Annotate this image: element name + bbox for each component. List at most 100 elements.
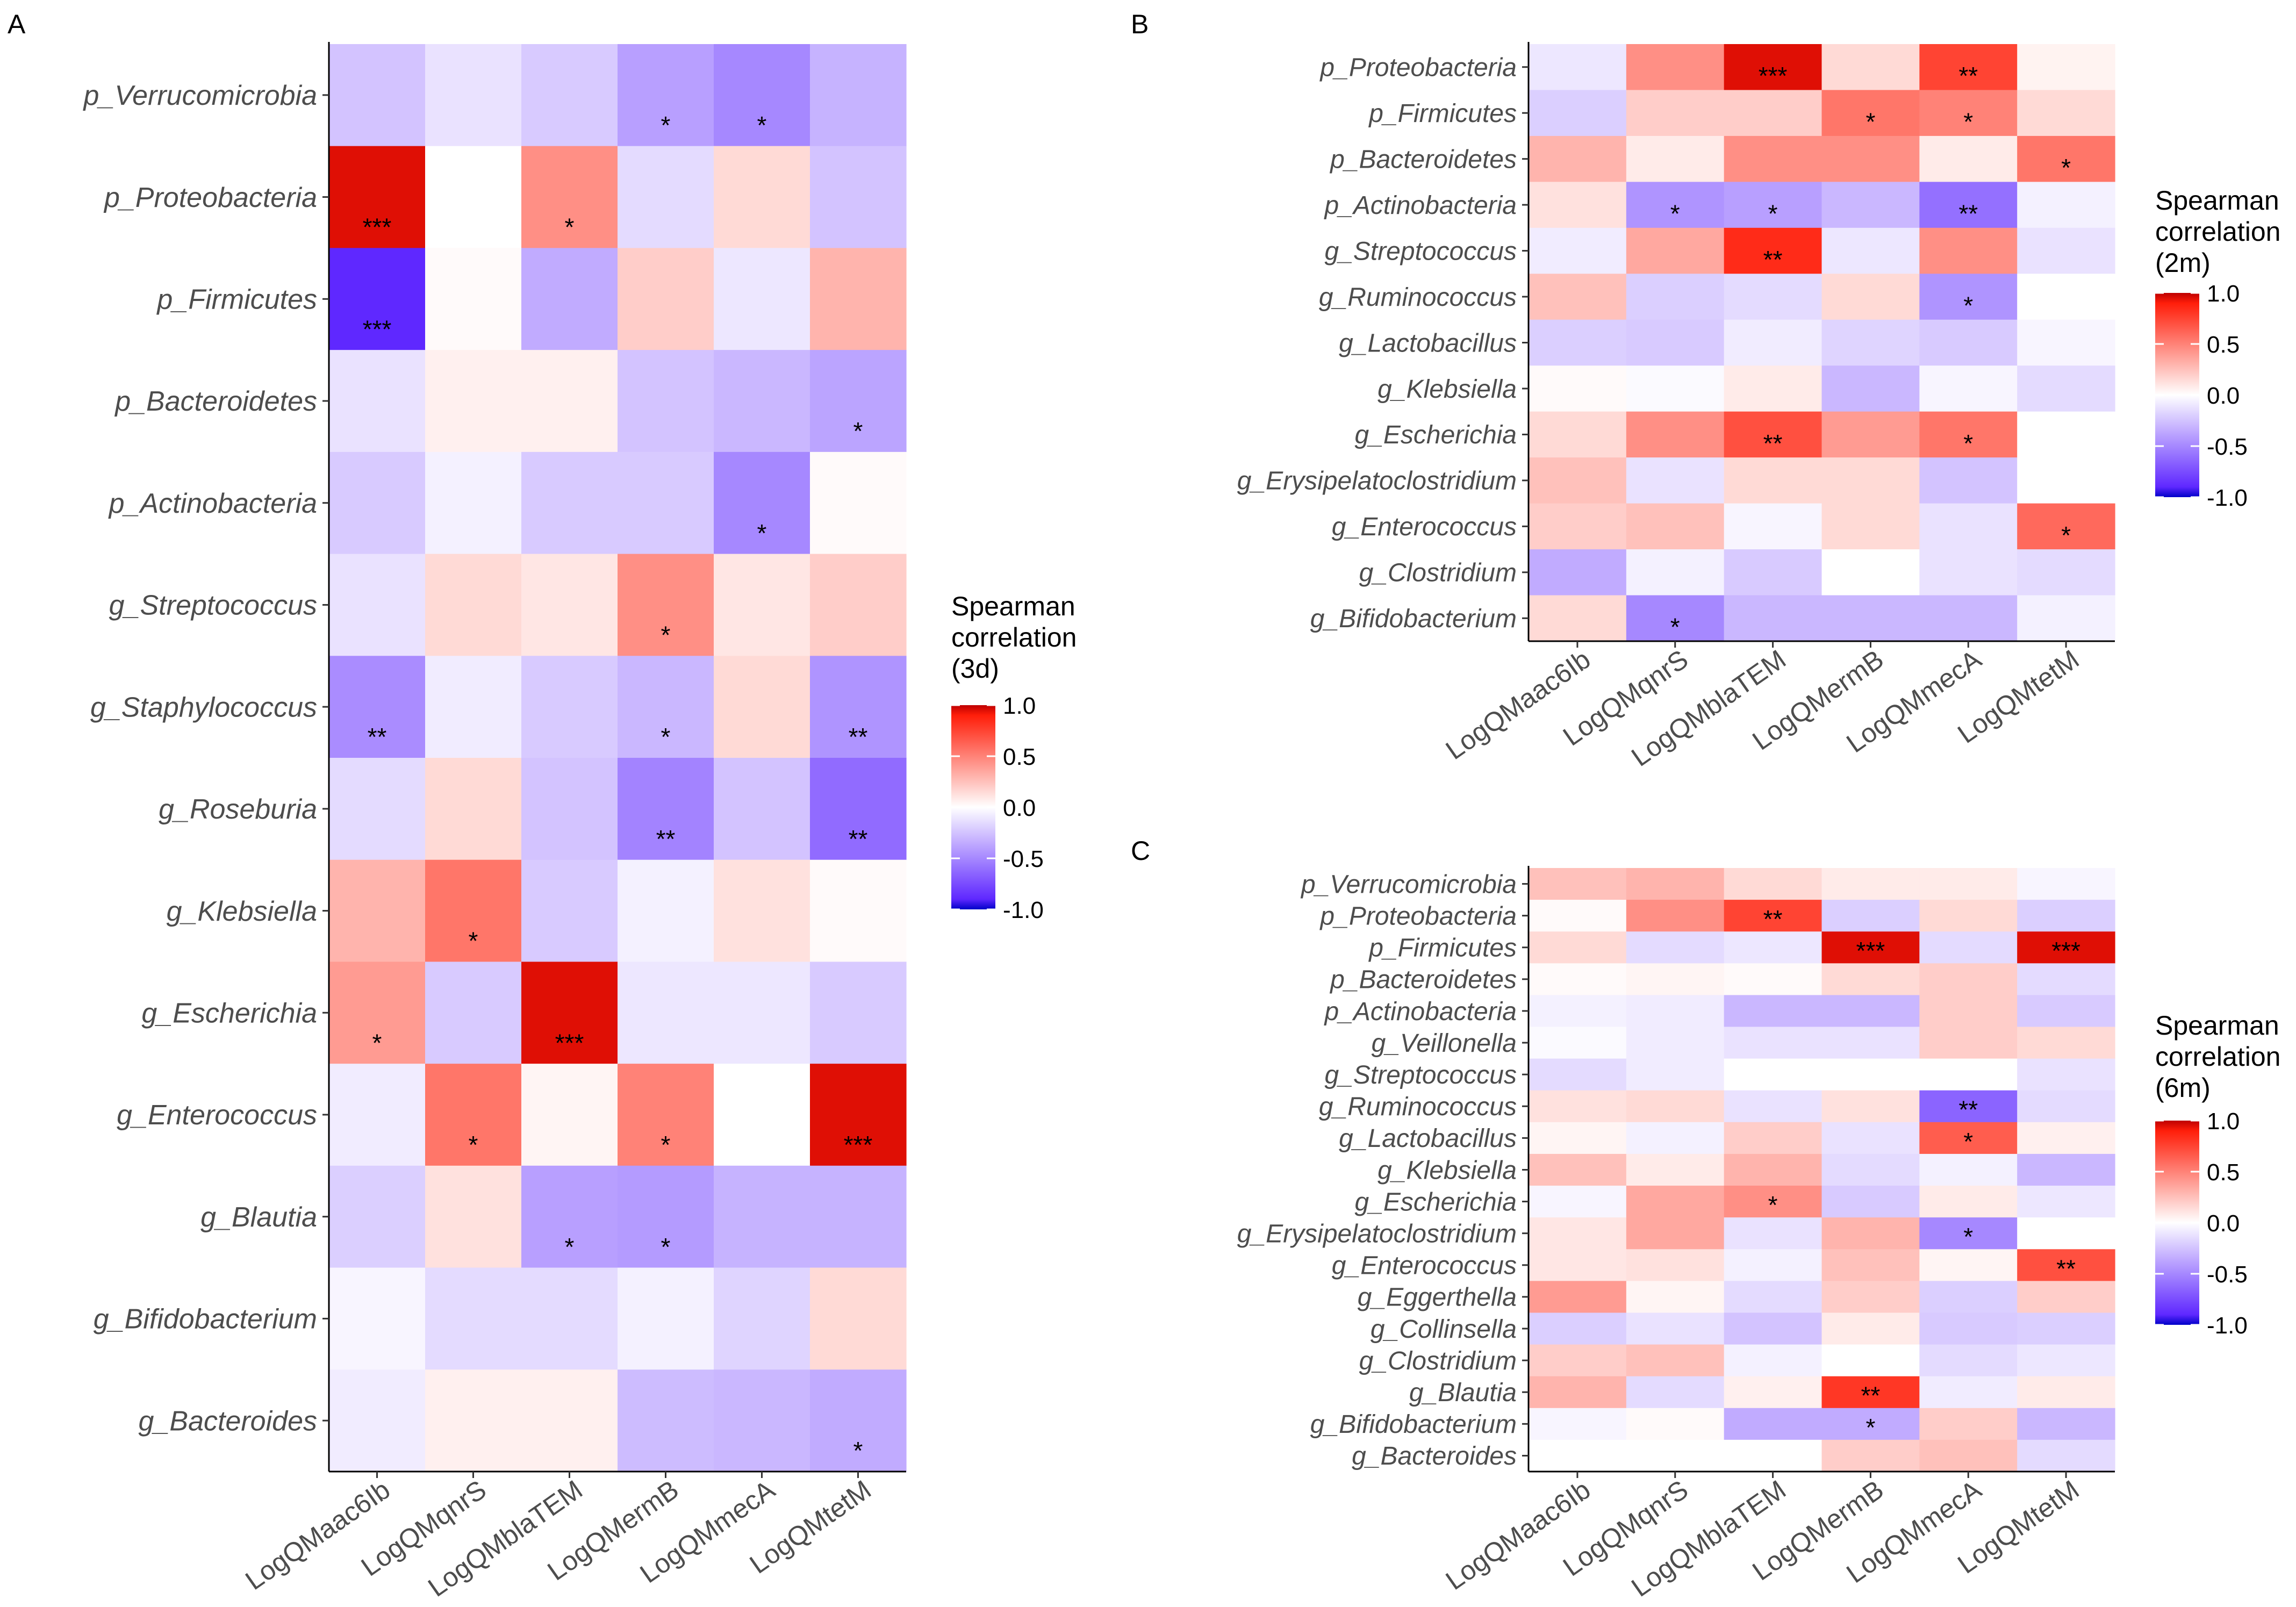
heatmap-cell (1529, 1312, 1627, 1345)
heatmap-cell (1529, 963, 1627, 996)
significance-label: * (1768, 200, 1778, 228)
heatmap-cell (1626, 963, 1725, 996)
heatmap-cell (521, 146, 618, 249)
heatmap-cell (1529, 182, 1627, 228)
row-label: g_Klebsiella (1377, 1156, 1517, 1185)
heatmap-cell (714, 451, 810, 555)
row-label: g_Escherichia (1355, 1188, 1517, 1216)
heatmap-cell (714, 44, 810, 147)
heatmap-cell (1529, 1027, 1627, 1059)
heatmap-cell (1626, 1027, 1725, 1059)
heatmap-cell (1919, 1217, 2018, 1250)
significance-label: *** (363, 315, 392, 343)
heatmap-cell (1724, 1027, 1823, 1059)
heatmap-cell (1821, 182, 1920, 228)
heatmap-cell (1529, 1122, 1627, 1154)
heatmap-cell (1919, 182, 2018, 228)
heatmap-cell (2017, 1376, 2115, 1409)
heatmap-cell (1626, 1122, 1725, 1154)
heatmap-cell (2017, 995, 2115, 1028)
row-label: g_Blautia (1409, 1379, 1517, 1407)
significance-label: * (469, 927, 478, 955)
row-label: g_Erysipelatoclostridium (1237, 467, 1517, 496)
heatmap-cell (1626, 1439, 1725, 1472)
heatmap-cell (1626, 931, 1725, 964)
heatmap-cell (1626, 1153, 1725, 1186)
heatmap-cell (1626, 1376, 1725, 1409)
heatmap-cell (1724, 503, 1823, 550)
heatmap-cell (1529, 995, 1627, 1028)
significance-label: * (1963, 1128, 1973, 1156)
row-label: p_Actinobacteria (1323, 998, 1517, 1026)
heatmap-cell (1626, 1312, 1725, 1345)
significance-label: ** (368, 723, 387, 751)
heatmap-cell (329, 859, 426, 963)
heatmap-cell (1724, 182, 1823, 228)
heatmap-cell (1626, 995, 1725, 1028)
heatmap-cell (2017, 1249, 2115, 1281)
significance-label: ** (849, 723, 868, 751)
heatmap-cell (425, 758, 522, 860)
heatmap-cell (521, 656, 618, 758)
legend-tick-label: 0.0 (2207, 1210, 2240, 1237)
heatmap-cell (1724, 549, 1823, 596)
heatmap-cell (329, 451, 426, 555)
significance-label: ** (1958, 62, 1978, 90)
legend-title: (6m) (2155, 1073, 2211, 1103)
heatmap-cell (714, 962, 810, 1064)
heatmap-cell (1821, 365, 1920, 412)
heatmap-cell (810, 1165, 907, 1268)
heatmap-cell (1626, 457, 1725, 504)
row-label: g_Klebsiella (1377, 375, 1517, 404)
significance-label: * (565, 1233, 575, 1261)
heatmap-cell (1821, 549, 1920, 596)
heatmap-cell (329, 248, 426, 350)
heatmap-cell (2017, 900, 2115, 932)
heatmap-cell (714, 1267, 810, 1370)
heatmap-cell (1724, 995, 1823, 1028)
heatmap-cell (1821, 995, 1920, 1028)
heatmap-cell (1821, 1249, 1920, 1281)
row-label: p_Bacteroidetes (114, 386, 317, 417)
legend-title: correlation (2155, 217, 2280, 247)
heatmap-cell (425, 146, 522, 249)
heatmap-cell (810, 44, 907, 147)
significance-label: ** (1763, 246, 1783, 274)
row-label: p_Verrucomicrobia (1300, 870, 1517, 899)
heatmap-cell (2017, 44, 2115, 91)
heatmap-cell (2017, 868, 2115, 900)
heatmap-cell (1919, 1312, 2018, 1345)
heatmap-cell (425, 962, 522, 1064)
heatmap-cell (1626, 319, 1725, 366)
heatmap-cell (1529, 900, 1627, 932)
heatmap-cell (1626, 595, 1725, 642)
heatmap-cell (1821, 868, 1920, 900)
legend-title: Spearman (951, 591, 1075, 621)
significance-label: * (565, 213, 575, 241)
heatmap-cell (1919, 868, 2018, 900)
row-label: p_Firmicutes (1368, 99, 1517, 128)
significance-label: * (469, 1131, 478, 1159)
heatmap-cell (1821, 1281, 1920, 1314)
heatmap-cell (1529, 1281, 1627, 1314)
heatmap-cell (1821, 1217, 1920, 1250)
heatmap-cell (618, 554, 714, 656)
heatmap-cell (1529, 1058, 1627, 1091)
heatmap-cell (714, 350, 810, 453)
heatmap-cell (810, 656, 907, 758)
heatmap-cell (1919, 1186, 2018, 1218)
row-label: g_Streptococcus (109, 590, 317, 621)
heatmap-cell (1919, 1153, 2018, 1186)
heatmap-cell (1919, 1122, 2018, 1154)
row-label: p_Actinobacteria (1323, 191, 1517, 220)
legend-tick-label: 0.5 (2207, 332, 2240, 358)
significance-label: ** (849, 825, 868, 853)
heatmap-cell (1821, 1186, 1920, 1218)
heatmap-cell (1626, 503, 1725, 550)
heatmap-cell (2017, 549, 2115, 596)
heatmap-cell (618, 248, 714, 350)
heatmap-cell (1529, 319, 1627, 366)
heatmap-cell (1724, 1312, 1823, 1345)
heatmap-cell (329, 350, 426, 453)
heatmap-cell (521, 859, 618, 963)
